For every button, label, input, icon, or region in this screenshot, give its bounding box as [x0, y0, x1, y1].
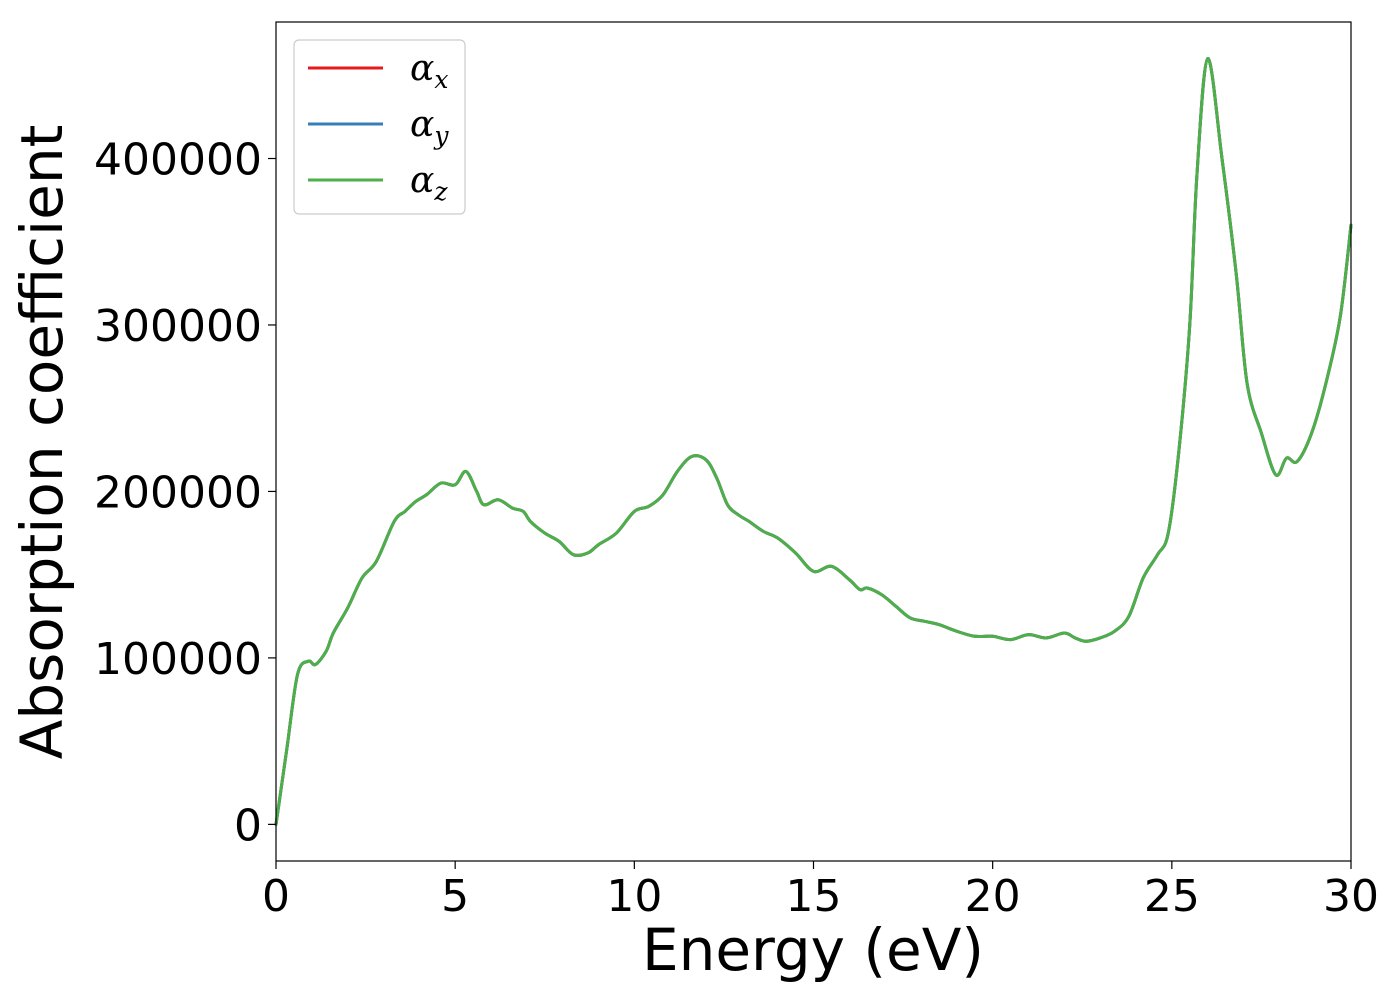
legend-label-x: αx	[410, 48, 448, 94]
y-axis-title: Absorption coefficient	[8, 125, 76, 760]
x-axis-title: Energy (eV)	[642, 916, 984, 984]
x-tick-label: 15	[786, 871, 842, 922]
x-tick-label: 25	[1144, 871, 1200, 922]
series-layer	[274, 57, 1353, 826]
y-tick-label: 300000	[94, 301, 262, 352]
x-tick-label: 0	[262, 871, 290, 922]
y-tick-label: 200000	[94, 467, 262, 518]
x-tick-label: 20	[965, 871, 1021, 922]
y-tick-label: 400000	[94, 135, 262, 186]
x-axis: 0 5 10 15 20 25 30	[262, 861, 1379, 922]
legend: αx αy αz	[293, 39, 466, 215]
series-line-z	[274, 57, 1353, 826]
legend-label-z: αz	[410, 160, 448, 206]
x-tick-label: 30	[1323, 871, 1379, 922]
legend-label-y: αy	[410, 104, 449, 150]
x-tick-label: 5	[441, 871, 469, 922]
y-tick-label: 0	[234, 800, 262, 851]
y-axis: 0 100000 200000 300000 400000	[94, 135, 276, 851]
legend-box	[293, 39, 466, 215]
y-tick-label: 100000	[94, 634, 262, 685]
x-tick-label: 10	[606, 871, 662, 922]
